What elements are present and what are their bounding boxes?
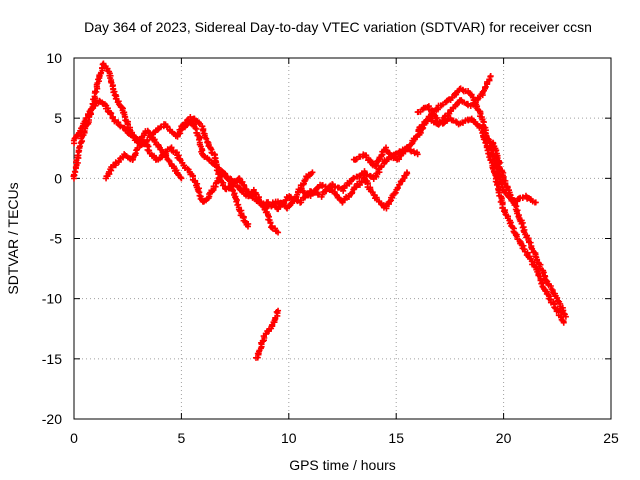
data-point: [471, 100, 478, 107]
data-point: [275, 229, 282, 236]
data-point: [403, 169, 410, 176]
y-tick-label: 0: [54, 170, 62, 186]
x-axis-title: GPS time / hours: [289, 457, 396, 473]
series-track-4: [178, 115, 282, 236]
data-point: [487, 73, 494, 80]
data-point: [518, 220, 525, 227]
y-tick-label: -5: [50, 231, 63, 247]
data-point: [244, 223, 251, 230]
data-point: [309, 169, 316, 176]
series-track-5: [252, 307, 282, 361]
data-point: [195, 188, 202, 195]
chart-title: Day 364 of 2023, Sidereal Day-to-day VTE…: [84, 19, 592, 35]
data-point: [532, 199, 539, 206]
data-point: [275, 307, 282, 314]
x-tick-label: 20: [496, 430, 512, 446]
data-point: [296, 187, 303, 194]
data-markers: [70, 60, 569, 361]
data-point: [408, 141, 415, 148]
data-point: [177, 174, 184, 181]
x-tick-label: 25: [603, 430, 619, 446]
data-point: [509, 196, 516, 203]
data-point: [468, 91, 475, 98]
y-tick-label: 5: [54, 110, 62, 126]
data-point: [501, 208, 508, 215]
series-track-2: [70, 97, 252, 230]
data-point: [559, 307, 566, 314]
data-point: [562, 313, 569, 320]
series-track-11: [489, 139, 569, 320]
x-tick-label: 0: [70, 430, 78, 446]
data-point: [178, 175, 185, 182]
data-point: [216, 175, 223, 182]
x-tick-label: 5: [178, 430, 186, 446]
data-point: [71, 168, 78, 175]
data-point: [548, 286, 555, 293]
y-tick-label: 10: [46, 50, 62, 66]
y-tick-label: -15: [42, 351, 62, 367]
data-point: [76, 143, 83, 150]
grid-lines: [74, 58, 611, 419]
data-point: [165, 157, 172, 164]
data-point: [116, 122, 123, 129]
data-point: [387, 198, 394, 205]
data-point: [543, 277, 550, 284]
series-track-7: [296, 169, 411, 212]
y-tick-label: -10: [42, 291, 62, 307]
axis-ticks: 0 5 10 15 20 25 -20 -15 -10 -5 0 5 10: [42, 50, 619, 446]
data-point: [551, 304, 558, 311]
data-point: [560, 319, 567, 326]
data-point: [493, 153, 500, 160]
data-point: [459, 87, 466, 94]
data-point: [74, 152, 81, 159]
series-track-10: [414, 103, 567, 326]
data-point: [528, 245, 535, 252]
y-tick-label: -20: [42, 411, 62, 427]
data-point: [391, 190, 398, 197]
data-point: [555, 297, 562, 304]
y-axis-title: SDTVAR / TECUs: [5, 182, 21, 294]
data-point: [502, 180, 509, 187]
data-point: [146, 147, 153, 154]
data-point: [414, 151, 421, 158]
x-tick-label: 10: [281, 430, 297, 446]
data-point: [396, 181, 403, 188]
x-tick-label: 15: [388, 430, 404, 446]
